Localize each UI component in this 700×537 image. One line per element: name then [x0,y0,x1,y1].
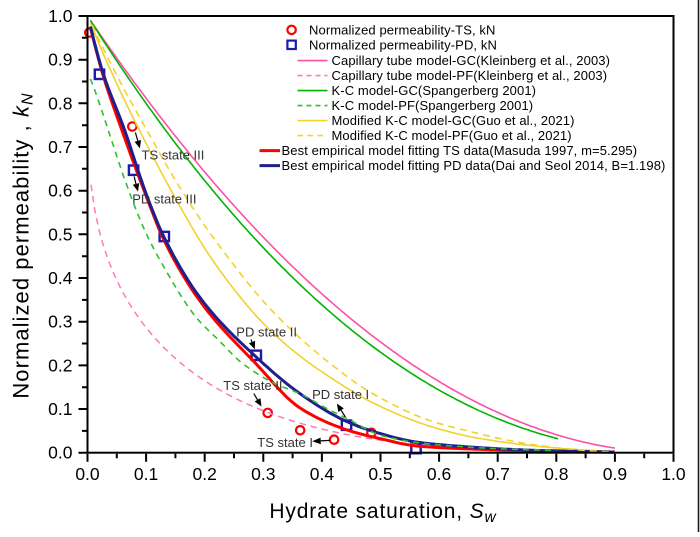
svg-text:1.0: 1.0 [48,6,73,26]
svg-text:TS state II: TS state II [223,378,282,393]
svg-text:0.0: 0.0 [75,464,100,484]
svg-text:Capillary tube model-PF(Kleinb: Capillary tube model-PF(Kleinberg et al.… [332,68,608,83]
svg-text:PD state II: PD state II [236,325,297,340]
svg-text:PD state III: PD state III [132,192,196,207]
svg-text:0.4: 0.4 [48,268,73,288]
svg-text:0.8: 0.8 [544,464,568,484]
svg-text:TS state I: TS state I [257,435,313,450]
svg-text:0.3: 0.3 [251,464,275,484]
svg-text:TS state III: TS state III [142,148,205,163]
svg-text:K-C model-GC(Spangerberg 2001): K-C model-GC(Spangerberg 2001) [332,83,537,98]
svg-text:PD state I: PD state I [312,387,369,402]
svg-text:Modified K-C model-GC(Guo et a: Modified K-C model-GC(Guo et al., 2021) [332,113,575,128]
svg-text:0.3: 0.3 [48,312,72,332]
svg-text:0.8: 0.8 [48,93,72,113]
svg-text:1.0: 1.0 [661,464,686,484]
svg-text:0.0: 0.0 [48,443,73,463]
svg-text:Normalized permeability-TS, kN: Normalized permeability-TS, kN [309,23,496,38]
svg-text:Best empirical model fitting P: Best empirical model fitting PD data(Dai… [282,158,666,173]
svg-text:0.6: 0.6 [427,464,451,484]
svg-text:0.2: 0.2 [48,355,72,375]
svg-text:0.5: 0.5 [48,224,72,244]
svg-text:Hydrate saturation, Sw: Hydrate saturation, Sw [269,500,497,526]
svg-text:K-C model-PF(Spangerberg 2001): K-C model-PF(Spangerberg 2001) [332,98,534,113]
svg-text:0.6: 0.6 [48,181,72,201]
svg-text:0.2: 0.2 [193,464,217,484]
svg-text:0.5: 0.5 [368,464,392,484]
svg-text:0.4: 0.4 [310,464,335,484]
svg-text:0.9: 0.9 [48,50,72,70]
svg-text:0.1: 0.1 [48,399,72,419]
svg-text:0.7: 0.7 [48,137,72,157]
svg-text:Normalized permeability-PD, kN: Normalized permeability-PD, kN [309,37,497,52]
svg-text:Modified K-C model-PF(Guo et a: Modified K-C model-PF(Guo et al., 2021) [332,128,572,143]
svg-text:0.9: 0.9 [603,464,627,484]
svg-text:Capillary tube model-GC(Kleinb: Capillary tube model-GC(Kleinberg et al.… [332,53,611,68]
svg-text:Normalized permeability , kN: Normalized permeability , kN [9,92,37,398]
svg-text:Best empirical model fitting T: Best empirical model fitting TS data(Mas… [282,143,638,158]
svg-text:0.7: 0.7 [486,464,510,484]
svg-text:0.1: 0.1 [134,464,158,484]
